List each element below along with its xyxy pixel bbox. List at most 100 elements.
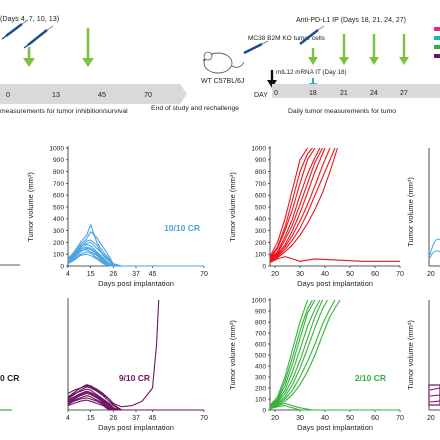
- series-line-7: [269, 147, 331, 262]
- x-tick-label: 70: [200, 271, 208, 278]
- series-line-1: [269, 147, 308, 257]
- right-edge-tick-2: 20: [427, 415, 435, 422]
- series-line-8: [269, 299, 341, 409]
- cr-annotation: 10/10 CR: [164, 223, 200, 233]
- y-tick-label: 1000: [49, 145, 64, 152]
- y-tick-label: 900: [255, 308, 266, 315]
- x-tick-label: 20: [271, 271, 279, 278]
- y-tick-label: 100: [255, 252, 266, 259]
- y-tick-label: 500: [255, 352, 266, 359]
- x-tick-label: 37: [132, 415, 140, 422]
- chart-green: 0 100 200 300 400 500 600 700 800 900 1000 20 30 40 50…: [228, 297, 404, 432]
- syringe-icon: [243, 40, 269, 55]
- y-axis-label: Tumor volume (mm³): [228, 320, 237, 390]
- y-tick-label: 1000: [251, 145, 266, 152]
- right-day-tick-21: 21: [340, 90, 348, 97]
- y-tick-label: 100: [53, 252, 64, 259]
- y-tick-label: 200: [255, 385, 266, 392]
- series-line-10: [67, 253, 204, 267]
- dose-arrow-icon: [369, 34, 379, 65]
- left-day-tick-0: 0: [6, 90, 10, 99]
- cr-annotation: 2/10 CR: [355, 373, 386, 383]
- dose-arrow-icon: [399, 34, 409, 65]
- right-edge-tick: 20: [427, 271, 435, 278]
- right-edge-box: [428, 384, 440, 406]
- x-tick-label: 45: [149, 271, 157, 278]
- series-line-6: [67, 391, 204, 411]
- y-tick-label: 200: [53, 240, 64, 247]
- cells-label-line: MC38 B2M KO tumor cells: [248, 35, 326, 42]
- chart-red: 0 100 200 300 400 500 600 700 800 900 1000 20 30 40 50…: [228, 145, 404, 288]
- series-line-10: [269, 256, 400, 263]
- series-line-3: [67, 239, 204, 267]
- y-tick-label: 800: [255, 319, 266, 326]
- right-edge-ylabel: Tumor volume (mm³): [406, 177, 415, 247]
- x-axis-label: Days post implantation: [98, 279, 174, 288]
- legend-swatch-cyan: [434, 36, 440, 40]
- x-axis-label: Days post implantation: [297, 279, 373, 288]
- dose-arrow-icon: [339, 34, 349, 65]
- y-axis-label: Tumor volume (mm³): [228, 172, 237, 242]
- pdl1-label: Anti-PD-L1 IP (Days 18, 21, 24, 27): [296, 17, 406, 24]
- left-day-tick-45: 45: [98, 90, 106, 99]
- x-tick-label: 60: [371, 271, 379, 278]
- right-edge-series: [429, 238, 440, 256]
- left-schema: (Days 4, 7, 10, 13) 0 13 45 70 measureme…: [0, 14, 239, 115]
- right-edge-chart-bottom: Tumor volume (mm³) 20: [406, 300, 440, 422]
- right-timeline-bar: [272, 84, 440, 98]
- y-tick-label: 300: [255, 228, 266, 235]
- y-tick-label: 600: [255, 193, 266, 200]
- mouse-label: WT C57BL/6J: [201, 78, 244, 85]
- left-day-tick-70: 70: [144, 90, 152, 99]
- y-tick-label: 600: [255, 341, 266, 348]
- y-tick-label: 900: [53, 157, 64, 164]
- x-tick-label: 26: [109, 271, 117, 278]
- right-day-prefix: DAY: [254, 92, 268, 99]
- x-tick-label: 50: [346, 271, 354, 278]
- legend-swatch-pink: [434, 27, 440, 31]
- series-line-9: [67, 251, 204, 267]
- left-dosing-label: (Days 4, 7, 10, 13): [0, 14, 59, 23]
- x-tick-label: 40: [321, 271, 329, 278]
- left-day-tick-13: 13: [52, 90, 60, 99]
- left-edge-cr-text: 0 CR: [0, 373, 19, 383]
- series-line-2: [67, 384, 204, 411]
- x-tick-label: 45: [149, 415, 157, 422]
- y-tick-label: 700: [53, 181, 64, 188]
- right-edge-chart-top: Tumor volume (mm³) 20: [406, 148, 440, 278]
- x-axis-label: Days post implantation: [297, 423, 373, 432]
- right-day-tick-0: 0: [274, 90, 278, 97]
- x-tick-label: 37: [132, 271, 140, 278]
- left-timeline-bar: [0, 84, 187, 104]
- right-edge-series: [429, 250, 440, 259]
- x-tick-label: 40: [321, 415, 329, 422]
- y-tick-label: 0: [262, 263, 266, 270]
- series-line-8: [269, 147, 336, 262]
- series-line-10: [269, 405, 400, 411]
- series-line-9: [269, 147, 339, 263]
- end-of-study-text: End of study and rechallenge: [151, 105, 239, 112]
- dose-arrow-icon: [82, 28, 94, 67]
- dose-arrow-icon: [23, 47, 35, 67]
- right-edge-ylabel-2: Tumor volume (mm³): [406, 320, 415, 390]
- x-tick-label: 30: [296, 415, 304, 422]
- y-tick-label: 0: [262, 407, 266, 414]
- y-tick-label: 400: [53, 216, 64, 223]
- series-line-3: [269, 147, 316, 260]
- y-tick-label: 900: [255, 157, 266, 164]
- y-tick-label: 300: [255, 374, 266, 381]
- y-tick-label: 200: [255, 240, 266, 247]
- right-day-tick-27: 27: [400, 90, 408, 97]
- y-tick-label: 700: [255, 181, 266, 188]
- y-tick-label: 600: [53, 193, 64, 200]
- x-tick-label: 4: [66, 415, 70, 422]
- series-line-4: [269, 147, 321, 260]
- x-tick-label: 26: [109, 415, 117, 422]
- chart-blue: 0 100 200 300 400 500 600 700 800 900 1000 4 15 26 37 4…: [26, 145, 208, 288]
- cells-label: MC38 B2M KO tumor cells: [248, 35, 326, 42]
- cr-annotation: 9/10 CR: [119, 373, 150, 383]
- x-tick-label: 20: [271, 415, 279, 422]
- legend-swatch-green: [434, 45, 440, 49]
- y-tick-label: 400: [255, 363, 266, 370]
